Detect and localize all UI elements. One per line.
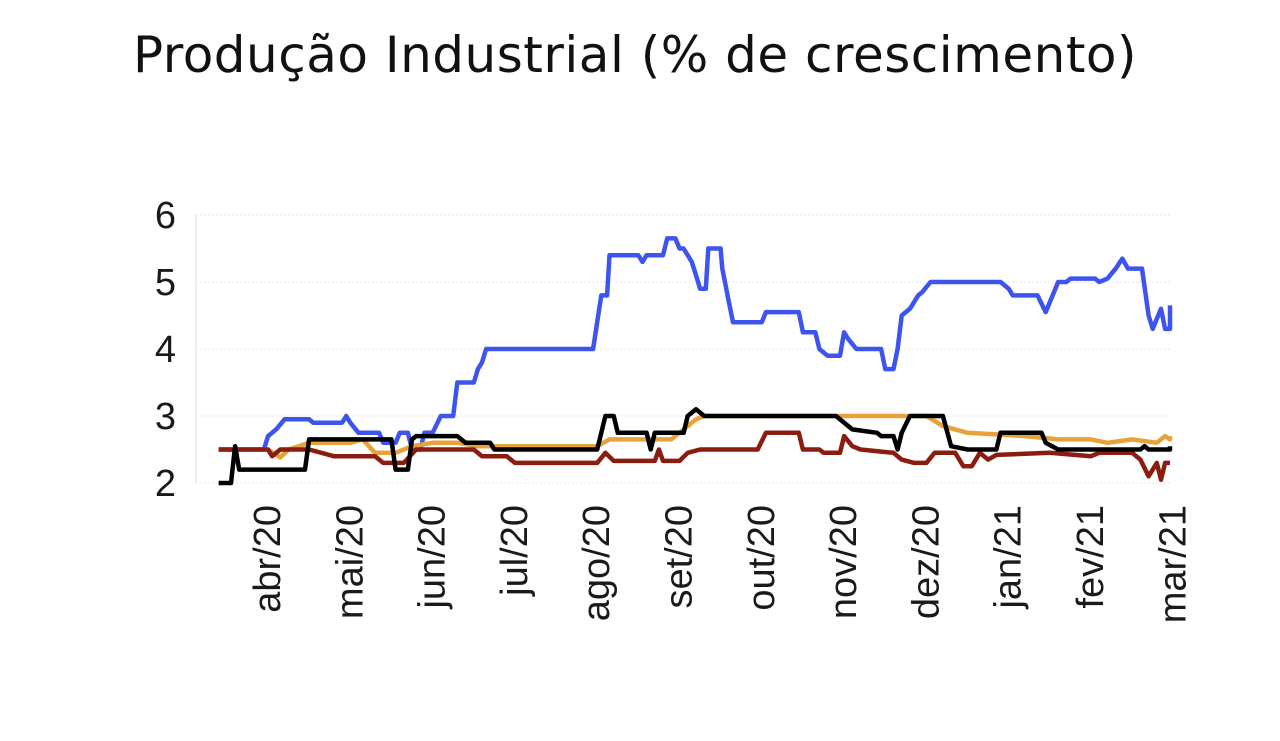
series-line-1 (218, 236, 1173, 452)
x-tick-label: set/20 (659, 505, 701, 609)
x-tick-label: ago/20 (576, 505, 618, 621)
y-tick-label: 5 (155, 262, 176, 304)
y-tick-labels: 2 3 4 5 6 (155, 195, 176, 505)
y-tick-label: 6 (155, 195, 176, 237)
series-line-4 (218, 407, 1173, 486)
x-tick-label: fev/21 (1070, 505, 1112, 609)
x-tick-label: mai/20 (329, 505, 371, 619)
x-tick-label: jul/20 (494, 505, 536, 597)
series-line-3 (218, 430, 1170, 482)
y-tick-label: 2 (155, 463, 176, 505)
x-tick-label: abr/20 (247, 505, 289, 613)
x-tick-label: mar/21 (1152, 505, 1194, 623)
chart-title: Produção Industrial (% de crescimento) (132, 26, 1138, 84)
x-tick-labels: abr/20 mai/20 jun/20 jul/20 ago/20 set/20 out/… (247, 505, 1194, 623)
x-tick-label: nov/20 (823, 505, 865, 619)
series-lines (218, 236, 1173, 486)
x-tick-label: jan/21 (988, 505, 1030, 610)
x-tick-label: jun/20 (412, 505, 454, 610)
x-tick-label: out/20 (741, 505, 783, 611)
y-tick-label: 4 (155, 329, 176, 371)
x-tick-label: dez/20 (905, 505, 947, 619)
y-tick-label: 3 (155, 396, 176, 438)
